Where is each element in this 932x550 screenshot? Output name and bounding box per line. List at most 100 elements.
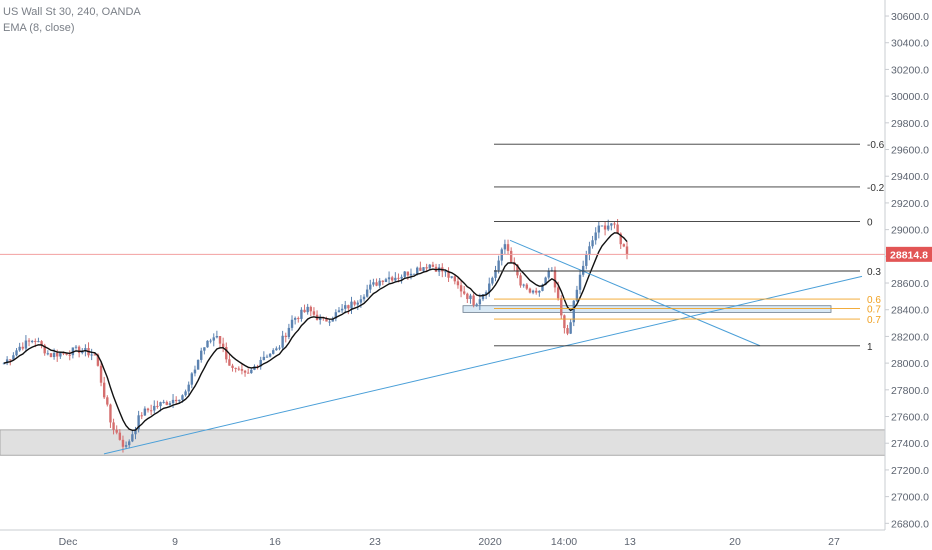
candle-body [553, 270, 557, 288]
ema-line [3, 232, 628, 432]
candle-body [40, 341, 43, 346]
y-tick-label: 28600.0 [891, 278, 929, 290]
x-axis[interactable]: Dec 9 16 23 2020 14:00 13 20 27 [59, 536, 840, 548]
candle-body [118, 432, 122, 440]
candle-body [84, 348, 87, 352]
candle-body [68, 354, 71, 356]
candle-body [109, 404, 112, 423]
candle-body [463, 291, 466, 294]
candle-body [563, 315, 566, 329]
y-tick-label: 27200.0 [891, 465, 929, 477]
candle-body [444, 271, 447, 273]
candle-body [43, 345, 46, 354]
y-tick-label: 27600.0 [891, 412, 929, 424]
candle-body [362, 296, 366, 300]
candle-body [131, 434, 134, 442]
candle-body [93, 354, 96, 356]
candle-body [469, 295, 472, 299]
candle-body [5, 359, 9, 364]
candle-body [12, 355, 15, 360]
candle-body [281, 335, 284, 348]
candle-body [171, 399, 175, 404]
candle-body [325, 318, 328, 322]
candle-body [21, 346, 24, 349]
x-tick-label: 20 [729, 536, 741, 548]
candle-body [196, 359, 200, 370]
candle-body [560, 298, 563, 316]
candle-body [34, 340, 37, 342]
candle-body [456, 281, 460, 286]
y-axis[interactable]: 26800.0 27000.0 27200.0 27400.0 27600.0 27800… [885, 11, 929, 530]
fib-level-label: 0.6 [867, 295, 881, 306]
candle-body [509, 250, 513, 263]
candle-body [397, 277, 400, 279]
y-tick-label: 26800.0 [891, 518, 929, 530]
candle-body [156, 405, 159, 407]
candle-body [112, 422, 115, 430]
candle-body [594, 232, 597, 241]
candle-body [143, 408, 147, 416]
candle-body [328, 321, 331, 323]
candle-body [519, 275, 522, 286]
fib-level-label: 0.3 [867, 267, 881, 278]
candle-body [350, 301, 353, 309]
y-tick-label: 27000.0 [891, 492, 929, 504]
candle-body [337, 310, 341, 313]
chart-legend: US Wall St 30, 240, OANDA EMA (8, close) [3, 4, 141, 36]
candle-body [619, 233, 622, 245]
y-tick-label: 29800.0 [891, 118, 929, 130]
candles [2, 219, 629, 453]
candle-body [181, 395, 184, 400]
candle-body [425, 267, 428, 269]
candle-body [556, 287, 560, 299]
candle-body [218, 336, 222, 344]
candle-body [250, 369, 253, 374]
candle-body [409, 273, 413, 276]
candle-body [174, 399, 178, 402]
candle-body [403, 271, 406, 277]
candle-body [625, 246, 629, 255]
candle-body [453, 276, 457, 282]
candle-body [478, 299, 482, 305]
candle-body [221, 343, 225, 348]
candle-body [71, 347, 75, 356]
candle-body [591, 240, 594, 247]
candle-body [246, 372, 250, 374]
candle-body [15, 350, 18, 356]
candle-body [287, 327, 291, 338]
candle-body [522, 284, 525, 286]
candle-body [193, 369, 197, 374]
candle-body [484, 292, 488, 295]
y-tick-label: 30400.0 [891, 38, 929, 50]
candle-body [525, 284, 529, 289]
x-tick-label: 27 [828, 536, 840, 548]
candle-body [578, 274, 582, 290]
candle-body [572, 300, 575, 323]
candle-body [293, 318, 297, 320]
rising-trendline[interactable] [103, 275, 863, 455]
candle-body [140, 415, 143, 417]
candle-body [96, 354, 100, 366]
indicator-label: EMA (8, close) [3, 22, 75, 34]
fibonacci-levels[interactable]: -0.6-0.200.30.60.70.71 [494, 140, 885, 353]
candle-body [541, 284, 544, 291]
candle-body [419, 267, 422, 271]
candle-body [372, 282, 375, 285]
candle-body [215, 336, 219, 338]
candle-body [481, 294, 485, 300]
demand-zone [0, 429, 886, 456]
candle-body [184, 391, 187, 396]
candle-body [359, 299, 363, 303]
candle-body [334, 312, 338, 319]
candle-body [159, 402, 162, 407]
x-tick-label: 2020 [478, 536, 502, 548]
candle-body [378, 280, 381, 286]
falling-trendline[interactable] [509, 239, 761, 347]
zones [0, 305, 886, 456]
candle-body [497, 260, 500, 271]
candle-body [344, 305, 347, 309]
candle-body [544, 277, 547, 285]
candle-body [102, 382, 106, 398]
candle-body [394, 277, 397, 281]
